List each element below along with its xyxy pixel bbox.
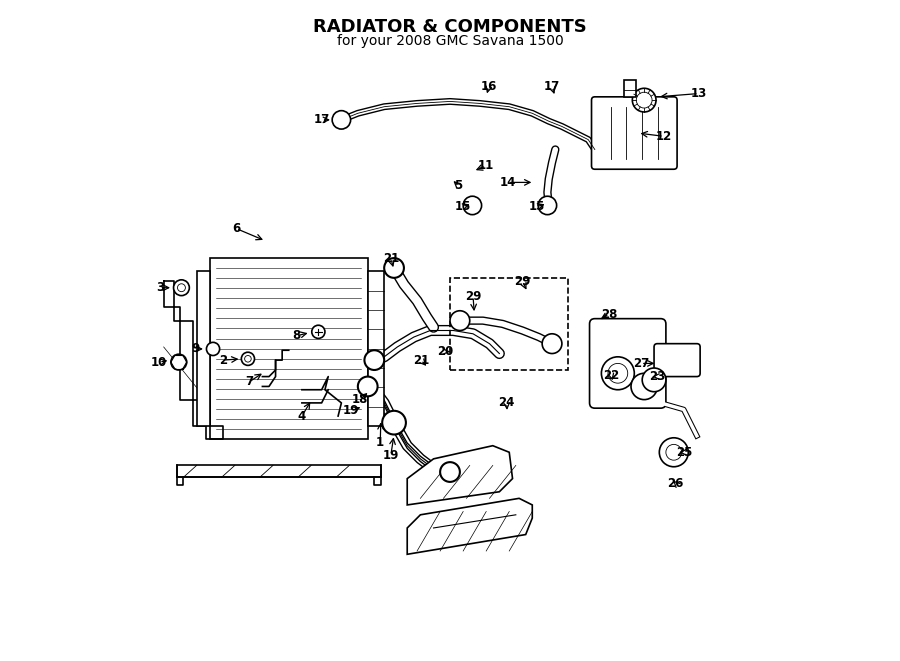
Text: 13: 13 (690, 87, 707, 100)
Text: 29: 29 (465, 290, 482, 303)
Text: 6: 6 (232, 222, 240, 235)
Text: 21: 21 (413, 354, 429, 367)
Bar (625, 81, 636, 97)
Bar (450, 278, 569, 370)
Text: 9: 9 (191, 342, 200, 356)
Text: 15: 15 (454, 200, 471, 214)
Text: 26: 26 (668, 477, 684, 490)
Bar (210, 258, 368, 439)
Circle shape (643, 368, 666, 392)
Text: RADIATOR & COMPONENTS: RADIATOR & COMPONENTS (313, 18, 587, 36)
Text: 19: 19 (382, 449, 399, 462)
Circle shape (450, 311, 470, 330)
Circle shape (334, 112, 349, 128)
Text: 14: 14 (500, 176, 516, 189)
Circle shape (382, 410, 406, 434)
Text: 4: 4 (298, 410, 306, 422)
Text: 1: 1 (376, 436, 384, 449)
Text: 8: 8 (292, 329, 301, 342)
Circle shape (384, 258, 404, 278)
Text: 19: 19 (343, 405, 359, 417)
Text: 2: 2 (219, 354, 227, 367)
Text: 10: 10 (151, 356, 167, 369)
Text: 28: 28 (601, 307, 617, 321)
Circle shape (601, 357, 634, 390)
Text: 16: 16 (481, 81, 497, 93)
Circle shape (633, 89, 656, 112)
Circle shape (660, 438, 688, 467)
Circle shape (245, 356, 251, 362)
Circle shape (332, 110, 351, 129)
Text: for your 2008 GMC Savana 1500: for your 2008 GMC Savana 1500 (337, 34, 563, 48)
Circle shape (206, 342, 220, 356)
Text: 27: 27 (633, 357, 649, 370)
Circle shape (358, 377, 378, 397)
Circle shape (364, 350, 384, 370)
Circle shape (171, 354, 186, 370)
Polygon shape (407, 498, 532, 555)
Text: 11: 11 (478, 159, 494, 173)
Bar (176, 465, 381, 477)
Text: 29: 29 (514, 274, 531, 288)
Text: 12: 12 (656, 130, 672, 143)
Text: 25: 25 (676, 446, 692, 459)
Circle shape (440, 462, 460, 482)
Text: 3: 3 (157, 281, 165, 294)
Bar (368, 271, 384, 426)
Circle shape (636, 93, 652, 108)
Circle shape (174, 280, 189, 295)
FancyBboxPatch shape (591, 97, 677, 169)
Text: 21: 21 (382, 252, 399, 264)
Circle shape (631, 373, 657, 400)
Polygon shape (407, 446, 512, 505)
Text: 7: 7 (245, 375, 253, 389)
FancyBboxPatch shape (590, 319, 666, 408)
FancyBboxPatch shape (654, 344, 700, 377)
Circle shape (608, 364, 627, 383)
Circle shape (542, 334, 562, 354)
Circle shape (177, 284, 185, 292)
Text: 5: 5 (454, 179, 463, 192)
Text: 22: 22 (603, 369, 619, 382)
Circle shape (311, 325, 325, 338)
Text: 17: 17 (313, 114, 329, 126)
Circle shape (241, 352, 255, 366)
Text: 15: 15 (528, 200, 545, 214)
Bar (196, 271, 210, 426)
Text: 18: 18 (352, 393, 368, 406)
Text: 24: 24 (499, 397, 515, 409)
Circle shape (464, 196, 482, 215)
Text: 20: 20 (437, 345, 454, 358)
Text: 17: 17 (544, 81, 560, 93)
Text: 23: 23 (649, 370, 665, 383)
Circle shape (666, 444, 681, 460)
Circle shape (538, 196, 556, 215)
